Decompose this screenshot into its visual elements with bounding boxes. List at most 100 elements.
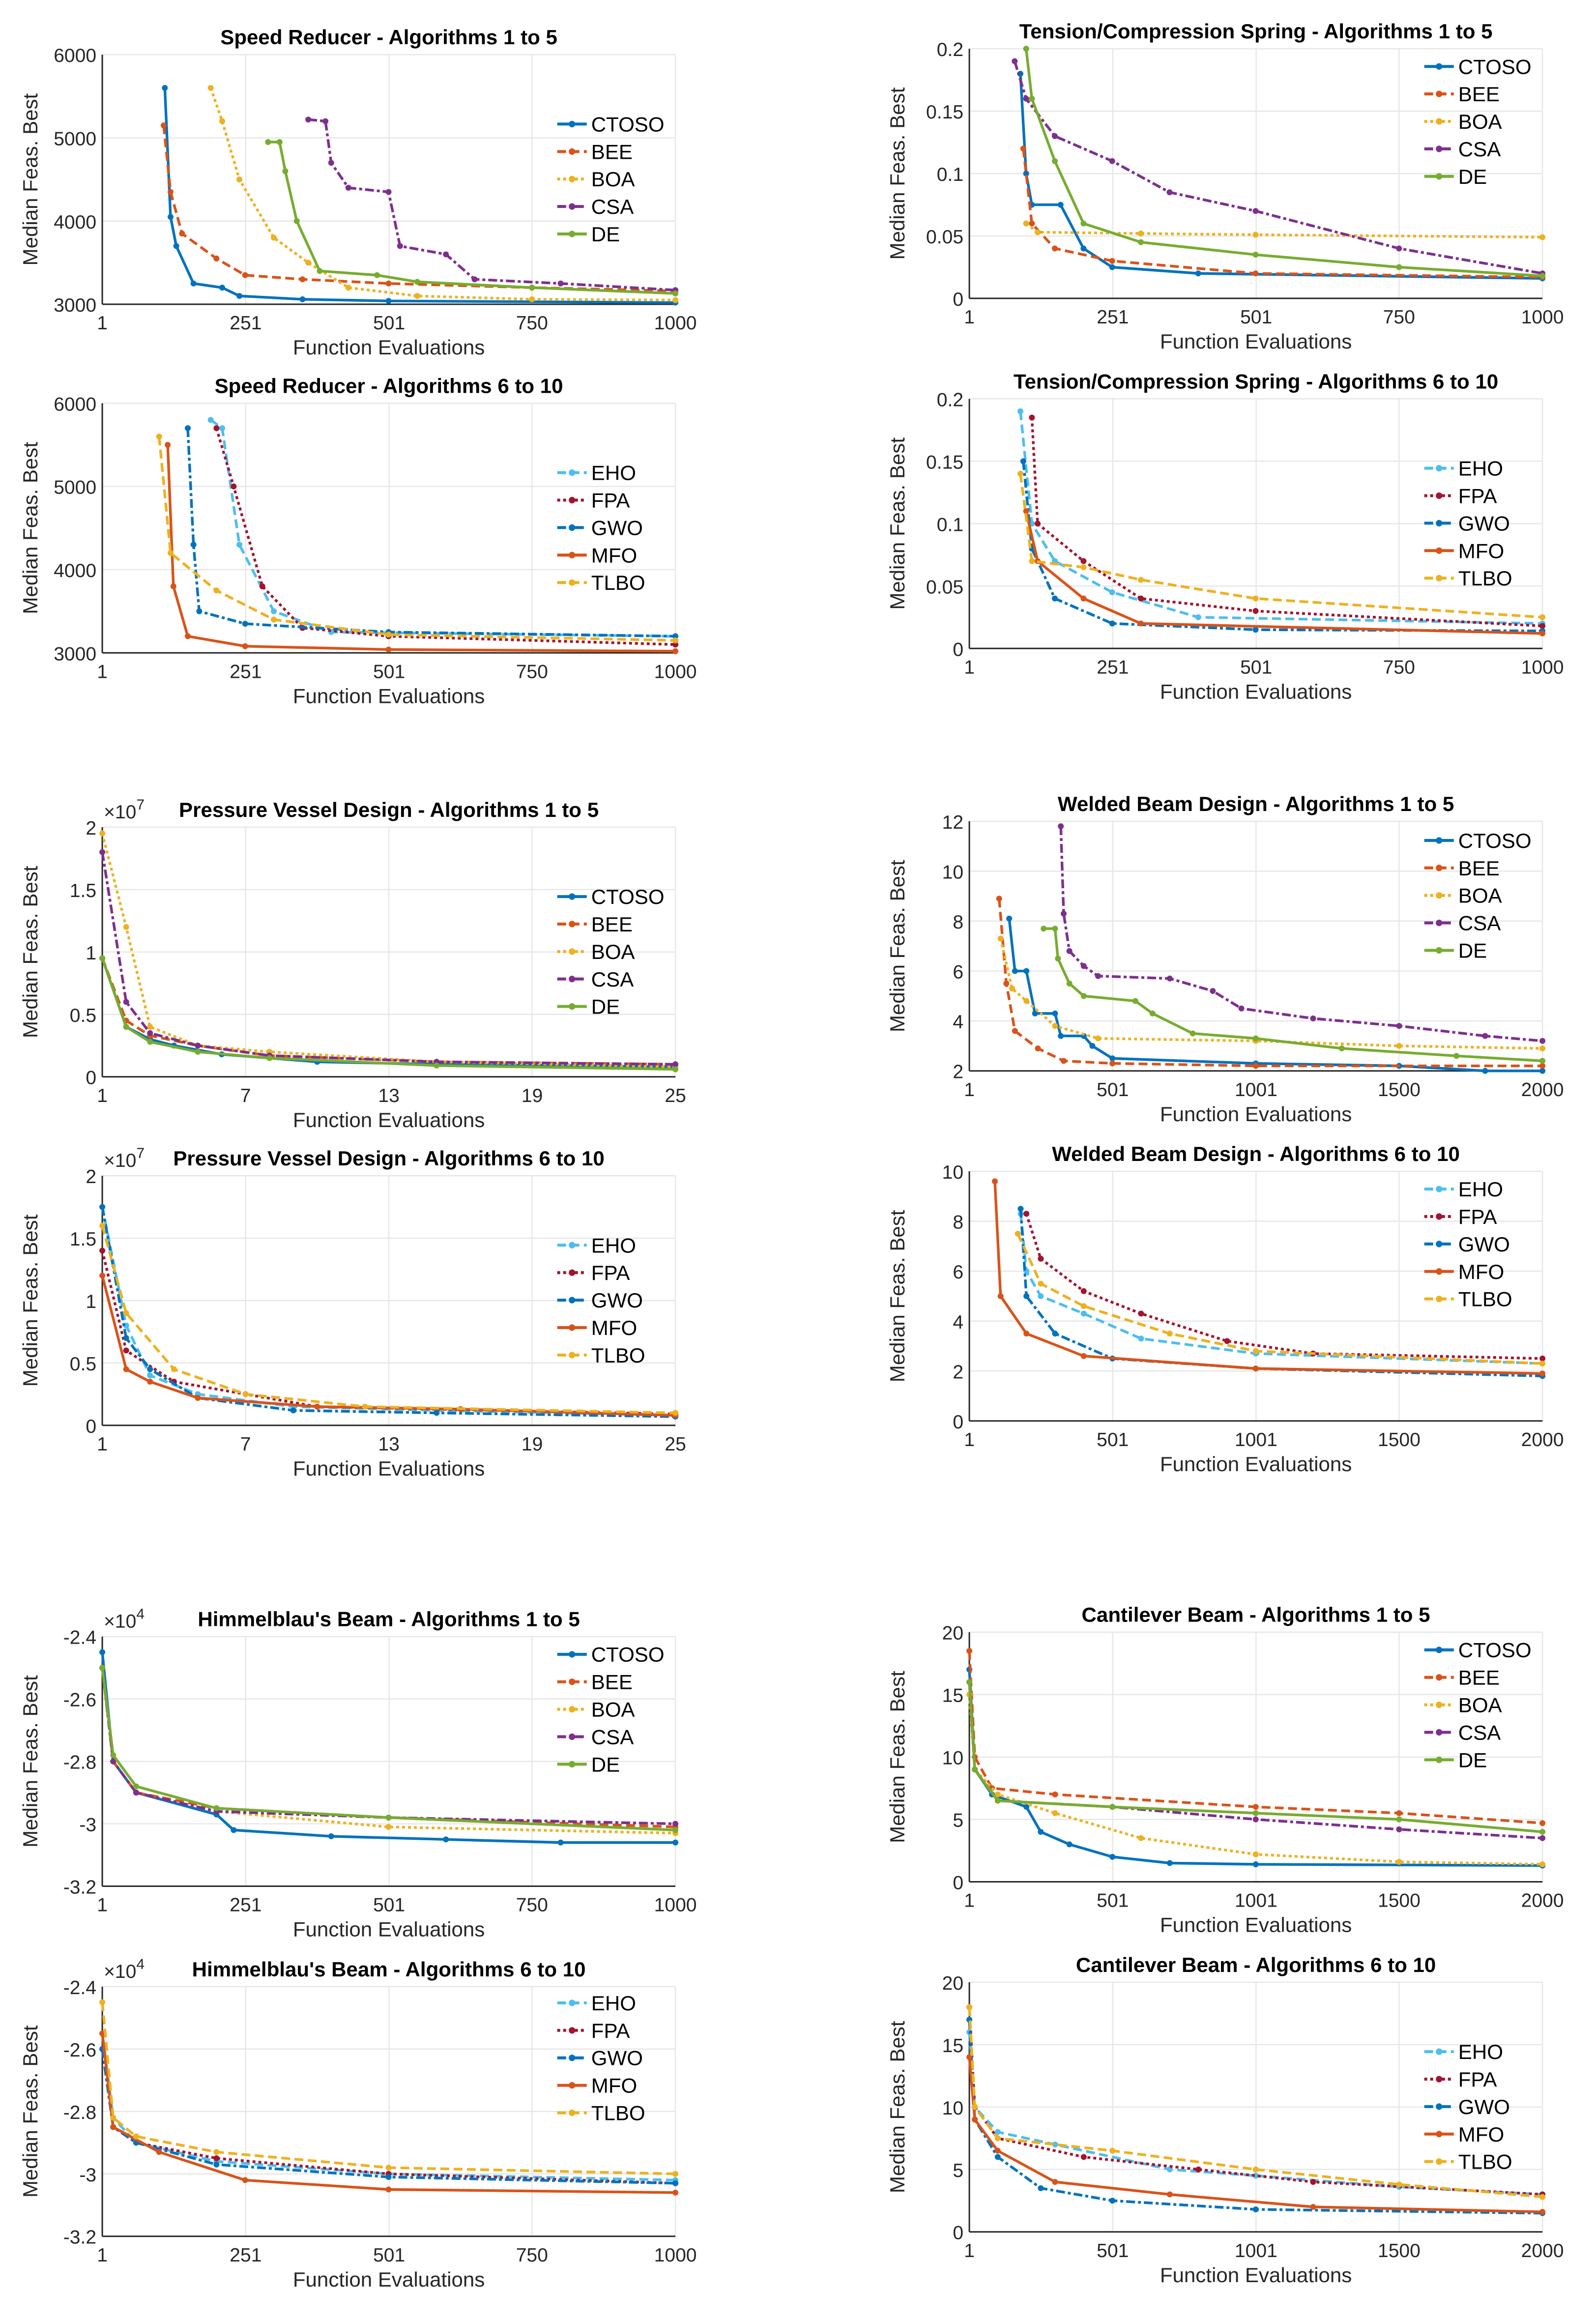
data-point-eho [147, 1372, 153, 1379]
data-point-mfo [1023, 508, 1029, 514]
data-point-gwo [994, 2154, 1001, 2160]
data-point-tlbo [672, 1410, 679, 1416]
data-point-boa [1034, 229, 1041, 235]
data-point-de [672, 1827, 679, 1833]
legend-label: MFO [1458, 1260, 1504, 1283]
data-point-tlbo [1080, 564, 1087, 571]
data-point-boa [99, 830, 106, 837]
y-tick-label: 10 [942, 2098, 963, 2119]
y-tick-label: 6000 [54, 394, 96, 415]
data-point-gwo [1252, 2206, 1259, 2213]
data-point-ctoso [328, 1833, 334, 1839]
exponent-base: ×10 [104, 1150, 136, 1171]
y-axis-label: Median Feas. Best [886, 87, 909, 260]
legend-marker [1436, 2076, 1443, 2083]
legend-marker [569, 579, 576, 586]
data-point-de [1138, 239, 1144, 245]
x-tick-label: 1 [97, 1434, 108, 1455]
data-point-mfo [99, 1273, 106, 1279]
data-point-de [1252, 252, 1259, 258]
data-point-csa [672, 1061, 679, 1068]
legend-label: BEE [1458, 1666, 1500, 1689]
data-point-eho [219, 425, 226, 432]
legend-marker [569, 496, 576, 504]
x-tick-label: 501 [1097, 1890, 1129, 1912]
y-axis-label: Median Feas. Best [19, 93, 42, 265]
data-point-ctoso [1109, 264, 1115, 270]
x-tick-label: 251 [230, 313, 261, 334]
y-tick-label: 5 [953, 2160, 963, 2181]
x-tick-label: 1000 [654, 2245, 697, 2266]
y-tick-label: -2.4 [63, 1627, 96, 1649]
y-tick-label: 1 [86, 1291, 96, 1312]
y-tick-label: -3.2 [63, 2227, 96, 2248]
data-point-de [1453, 1053, 1460, 1059]
data-point-csa [305, 116, 312, 123]
data-point-mfo [1539, 1370, 1546, 1377]
data-point-fpa [1195, 2166, 1202, 2173]
data-point-gwo [1052, 1331, 1058, 1337]
legend-label: EHO [1458, 2040, 1503, 2063]
series-line-tlbo [1016, 1233, 1543, 1365]
legend-label: GWO [591, 2047, 643, 2070]
series-line-eho [1019, 411, 1543, 625]
data-point-ctoso [1195, 270, 1201, 277]
y-tick-label: 0 [953, 289, 963, 310]
data-point-de [110, 1752, 116, 1758]
data-point-ctoso [1539, 1068, 1546, 1074]
legend-marker [1436, 145, 1443, 152]
data-point-de [99, 955, 106, 961]
x-tick-label: 501 [373, 1895, 405, 1916]
legend-label: EHO [1458, 1178, 1503, 1201]
data-point-tlbo [1539, 1361, 1546, 1367]
data-point-tlbo [1017, 470, 1023, 477]
x-tick-label: 750 [516, 313, 548, 334]
legend-label: FPA [591, 489, 630, 512]
chart-title: Himmelblau's Beam - Algorithms 6 to 10 [192, 1958, 586, 1981]
data-point-csa [1080, 963, 1087, 969]
data-point-fpa [213, 2155, 220, 2162]
x-tick-label: 1 [97, 1895, 108, 1916]
data-point-mfo [994, 2147, 1001, 2154]
data-point-csa [1066, 948, 1073, 954]
data-point-tlbo [133, 2133, 139, 2140]
chart-panel-10: 1 501 1001 1500 2000 0 5 10 15 20 CTOSO BEE BOA CSA DE… [886, 1603, 1564, 1937]
y-axis-label: Median Feas. Best [886, 437, 909, 610]
data-point-tlbo [1029, 558, 1035, 564]
data-point-ctoso [1252, 1861, 1259, 1867]
legend-marker [1436, 1241, 1443, 1247]
series-line-tlbo [157, 436, 676, 642]
y-tick-label: -2.6 [63, 1690, 96, 1711]
x-tick-label: 501 [1097, 2240, 1129, 2261]
legend-marker [1436, 2131, 1443, 2138]
legend-marker [1436, 1296, 1443, 1303]
data-point-ctoso [385, 298, 392, 304]
x-tick-label: 1 [97, 2245, 108, 2266]
data-point-mfo [1080, 1353, 1087, 1359]
legend-marker [1436, 865, 1443, 871]
series-line-de [1024, 48, 1543, 278]
data-point-fpa [1023, 1211, 1030, 1217]
data-point-fpa [259, 583, 265, 589]
y-axis-exponent: ×104 [104, 1956, 145, 1982]
legend-marker [1436, 2103, 1443, 2110]
data-point-mfo [1166, 2191, 1173, 2198]
data-point-bee [167, 189, 174, 195]
data-point-tlbo [1539, 2194, 1546, 2200]
y-tick-label: 5000 [54, 477, 96, 498]
data-point-eho [207, 417, 214, 423]
data-point-de [1338, 1045, 1345, 1051]
x-tick-label: 25 [665, 1085, 686, 1106]
legend-marker [1436, 2158, 1443, 2165]
data-point-boa [219, 118, 226, 124]
x-axis-label: Function Evaluations [293, 1457, 485, 1480]
chart-title: Cantilever Beam - Algorithms 6 to 10 [1076, 1953, 1436, 1976]
legend-marker [569, 120, 576, 128]
exponent-power: 4 [136, 1956, 145, 1972]
data-point-de [1023, 46, 1029, 52]
legend-label: GWO [591, 516, 643, 539]
y-tick-label: 2 [86, 818, 96, 839]
legend-marker [1436, 837, 1443, 844]
data-point-csa [471, 276, 478, 283]
series-line-gwo [186, 428, 676, 638]
